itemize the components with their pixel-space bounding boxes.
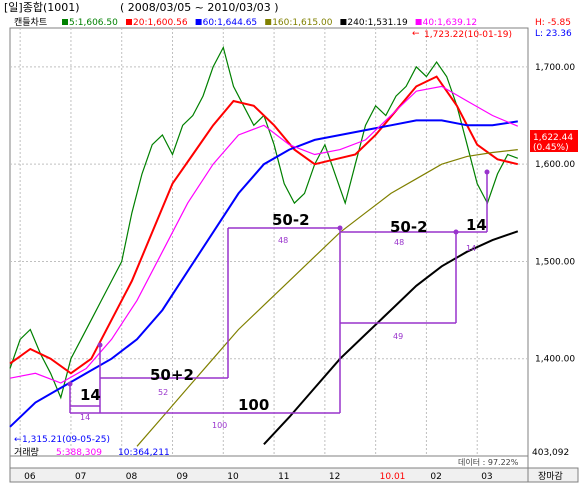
close-status-box [527,467,579,483]
x-tick-label: 12 [329,472,340,482]
ma-line-40 [9,85,519,384]
wave-annotations: 14 14 50+2 52 100 100 50-2 48 50-2 48 49 14 14 [67,169,490,430]
ma-line-240 [263,230,519,445]
volume-value: 403,092 [532,448,569,458]
price-plot-frame [9,27,529,457]
legend-item: 5:1,606.50 [69,18,118,28]
legend-swatch [126,19,132,25]
high-change-label: H: -5.85 [535,18,571,28]
x-axis-bar [9,467,529,483]
y-tick-label: 1,600.00 [535,160,575,170]
legend-swatch [415,19,422,25]
x-axis-ticks: 06 07 08 09 10 11 12 10.01 02 03 [24,472,493,482]
low-change-label: L: 23.36 [535,29,572,39]
low-marker-arrow: ← [14,435,22,445]
wave-sub-label: 48 [394,238,404,247]
low-marker-label: 1,315.21(09-05-25) [22,435,110,445]
legend-item: 40:1,639.12 [423,18,478,28]
x-tick-label: 02 [430,472,441,482]
legend-swatch [195,19,202,25]
x-tick-label: 11 [278,472,289,482]
wave-pivot-marker [453,229,459,235]
wave-count-label: 14 [80,386,101,404]
high-marker-label: 1,723.22(10-01-19) [424,30,512,40]
legend-swatch [265,19,272,25]
wave-sub-label: 14 [80,413,90,422]
wave-sub-label: 14 [466,244,476,253]
wave-sub-label: 48 [278,236,288,245]
wave-pivot-marker [67,381,73,387]
candle-chart-label: 캔들차트 [14,16,47,28]
current-price-box [530,130,578,152]
ma-line-160 [136,149,518,447]
wave-pivot-marker [97,342,103,348]
volume-ma10-label: 10:364,211 [118,448,170,458]
current-price-value: 1,622.44 [533,133,573,143]
wave-sub-label: 100 [212,421,227,430]
volume-label: 거래량 [14,446,39,458]
x-tick-label: 10 [227,472,239,482]
legend-item: 240:1,531.19 [347,18,408,28]
chart-period: ( 2008/03/05 ~ 2010/03/03 ) [120,1,279,14]
legend: 5:1,606.50 20:1,600.56 60:1,644.65 160:1,61… [62,18,477,28]
moving-average-series [9,45,519,447]
wave-count-label: 14 [466,216,487,234]
volume-ma5-label: 5:388,309 [56,448,102,458]
wave-sub-label: 49 [393,332,403,341]
current-price-change: (0.45%) [533,143,569,153]
legend-swatch [340,19,347,25]
chart-title: [일]종합(1001) [4,0,80,14]
legend-swatch [62,19,68,25]
y-tick-label: 1,400.00 [535,355,575,365]
x-tick-label: 08 [126,472,138,482]
legend-item: 20:1,600.56 [133,18,188,28]
wave-count-label: 50-2 [390,218,428,236]
x-tick-label: 03 [481,472,492,482]
wave-pivot-marker [337,225,343,231]
market-close-label: 장마감 [538,470,563,482]
wave-pivot-marker [484,169,490,175]
ma-line-60 [9,119,518,428]
wave-count-label: 50+2 [150,366,194,384]
ma-line-20 [9,75,519,375]
high-marker-arrow: ← [412,29,420,39]
y-tick-label: 1,500.00 [535,257,575,267]
x-tick-label: 09 [177,472,189,482]
x-tick-label: 10.01 [380,472,406,482]
wave-count-label: 50-2 [272,211,310,229]
wave-sub-label: 52 [158,388,168,397]
x-tick-label: 07 [75,472,86,482]
y-axis-ticks: 1,400.00 1,500.00 1,600.00 1,700.00 [535,63,575,365]
y-tick-label: 1,700.00 [535,63,575,73]
volume-overlay-text: 데이터 : 97.22% [458,457,519,467]
legend-item: 160:1,615.00 [272,18,333,28]
wave-count-label: 100 [238,396,269,414]
legend-item: 60:1,644.65 [203,18,258,28]
x-tick-label: 06 [24,472,36,482]
